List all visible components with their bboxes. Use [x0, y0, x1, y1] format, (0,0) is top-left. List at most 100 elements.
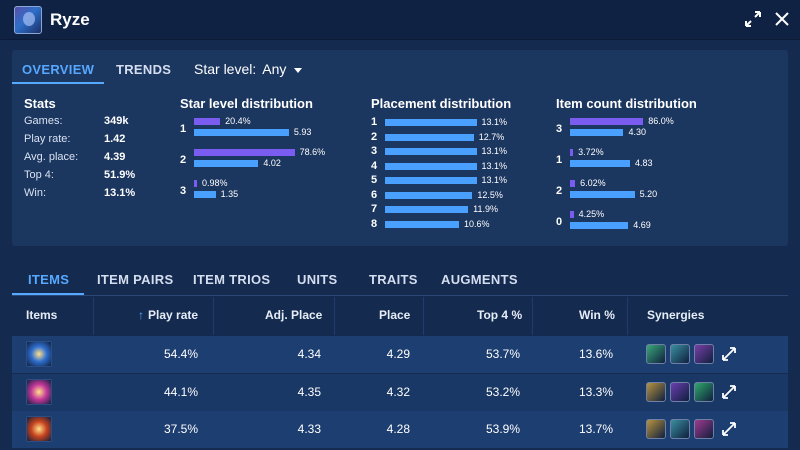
- dist-row-label: 3: [180, 185, 187, 197]
- synergy-icon-emerald[interactable]: [694, 381, 714, 402]
- table-row[interactable]: 37.5% 4.33 4.28 53.9% 13.7%: [12, 411, 788, 448]
- active-tab-underline: [12, 293, 84, 295]
- cell-top4: 53.9%: [485, 422, 520, 436]
- pct-bar: [570, 149, 574, 156]
- placement-bar: [385, 220, 460, 228]
- placement-dist-title: Placement distribution: [371, 96, 512, 111]
- placement-label: 8: [371, 217, 378, 230]
- placement-value: 12.5%: [477, 189, 503, 200]
- dist-row-label: 1: [556, 154, 563, 166]
- synergy-icon-teal[interactable]: [670, 344, 690, 364]
- header-top4[interactable]: Top 4 %: [477, 308, 523, 322]
- item-icon-blue-staff[interactable]: [26, 341, 52, 367]
- header-synergies[interactable]: Synergies: [647, 308, 705, 322]
- tab-trends[interactable]: TRENDS: [116, 62, 172, 77]
- avg-place-value: 4.02: [263, 158, 281, 168]
- avg-place-bar: [570, 160, 631, 167]
- pct-bar: [194, 118, 221, 125]
- pct-bar: [194, 149, 295, 156]
- stat-label: Avg. place:: [24, 151, 79, 163]
- cell-place: 4.32: [386, 384, 410, 399]
- detail-tabs: ITEMS ITEM PAIRS ITEM TRIOS UNITS TRAITS…: [12, 262, 788, 296]
- item-icon-pink-orb[interactable]: [26, 378, 52, 405]
- tab-overview[interactable]: OVERVIEW: [22, 62, 95, 77]
- expand-icon[interactable]: [720, 420, 738, 438]
- star-dist-title: Star level distribution: [180, 96, 313, 111]
- placement-value: 13.1%: [481, 117, 508, 127]
- expand-icon[interactable]: [720, 345, 738, 363]
- synergy-icon-violet[interactable]: [670, 381, 690, 402]
- synergy-icon-magenta[interactable]: [694, 419, 714, 439]
- placement-value: 12.7%: [478, 131, 505, 142]
- expand-icon[interactable]: [720, 383, 738, 401]
- placement-label: 5: [371, 174, 378, 186]
- synergy-icon-gold[interactable]: [646, 381, 666, 402]
- dist-row-label: 2: [180, 154, 187, 166]
- column-divider: [532, 297, 533, 335]
- placement-bar: [385, 119, 477, 126]
- tab-traits[interactable]: TRAITS: [369, 272, 418, 287]
- placement-value: 13.1%: [481, 146, 508, 156]
- expand-icon[interactable]: [742, 8, 764, 30]
- stat-value: 4.39: [104, 151, 126, 163]
- stats-title: Stats: [24, 96, 56, 111]
- cell-adj-place: 4.33: [297, 422, 321, 436]
- cell-play-rate: 37.5%: [163, 422, 198, 436]
- stat-row: Play rate: 1.42: [24, 133, 154, 147]
- header-items[interactable]: Items: [26, 308, 58, 322]
- cell-adj-place: 4.34: [297, 347, 321, 361]
- cell-play-rate: 54.4%: [163, 347, 198, 361]
- synergy-icon-purple[interactable]: [694, 344, 714, 364]
- dist-row-label: 0: [556, 216, 563, 228]
- tab-items[interactable]: ITEMS: [28, 272, 70, 287]
- placement-label: 4: [371, 159, 378, 172]
- stat-row: Win: 13.1%: [24, 187, 154, 201]
- dist-row-label: 3: [556, 123, 563, 135]
- synergy-icon-gold[interactable]: [646, 419, 666, 439]
- stat-value: 349k: [104, 115, 129, 127]
- avg-place-value: 5.20: [639, 189, 658, 199]
- cell-win: 13.3%: [578, 384, 613, 399]
- pct-value: 4.25%: [578, 209, 605, 219]
- pct-bar: [570, 180, 576, 187]
- placement-bar: [385, 206, 469, 213]
- header-play-rate-label: Play rate: [148, 308, 199, 322]
- title-bar: Ryze: [0, 0, 800, 40]
- avg-place-value: 5.93: [293, 127, 312, 137]
- column-divider: [213, 297, 214, 335]
- header-win[interactable]: Win %: [579, 308, 615, 322]
- tab-augments[interactable]: AUGMENTS: [441, 272, 518, 287]
- header-play-rate[interactable]: ↑ Play rate: [138, 308, 198, 322]
- placement-label: 3: [371, 145, 378, 157]
- tab-units[interactable]: UNITS: [297, 272, 338, 287]
- cell-win: 13.7%: [578, 422, 613, 436]
- star-level-value: Any: [262, 61, 287, 77]
- synergy-icon-green[interactable]: [646, 344, 666, 364]
- tab-item-trios[interactable]: ITEM TRIOS: [193, 272, 271, 287]
- table-row[interactable]: 44.1% 4.35 4.32 53.2% 13.3%: [12, 373, 788, 411]
- overview-tabs: OVERVIEW TRENDS: [12, 50, 332, 84]
- placement-value: 13.1%: [481, 175, 508, 185]
- tab-item-pairs[interactable]: ITEM PAIRS: [97, 272, 174, 287]
- star-level-select[interactable]: Star level: Any: [194, 61, 303, 77]
- dist-row-label: 2: [556, 185, 563, 197]
- table-row[interactable]: 54.4% 4.34 4.29 53.7% 13.6%: [12, 336, 788, 373]
- pct-value: 78.6%: [299, 147, 326, 157]
- item-icon-red-flame[interactable]: [26, 416, 52, 442]
- synergy-icon-teal[interactable]: [670, 419, 690, 439]
- champion-name: Ryze: [50, 10, 90, 29]
- stat-row: Avg. place: 4.39: [24, 151, 154, 165]
- header-place[interactable]: Place: [379, 308, 411, 322]
- column-divider: [423, 297, 424, 335]
- close-icon[interactable]: [771, 8, 793, 30]
- pct-value: 0.98%: [202, 178, 228, 188]
- header-adj-place[interactable]: Adj. Place: [265, 308, 323, 322]
- avg-place-bar: [570, 191, 635, 198]
- avg-place-bar: [194, 191, 216, 198]
- pct-bar: [570, 211, 574, 218]
- sort-up-arrow-icon: ↑: [138, 308, 144, 322]
- pct-bar: [194, 180, 197, 187]
- stat-row: Top 4: 51.9%: [24, 169, 154, 183]
- star-level-label: Star level:: [194, 61, 257, 77]
- cell-place: 4.28: [386, 422, 410, 436]
